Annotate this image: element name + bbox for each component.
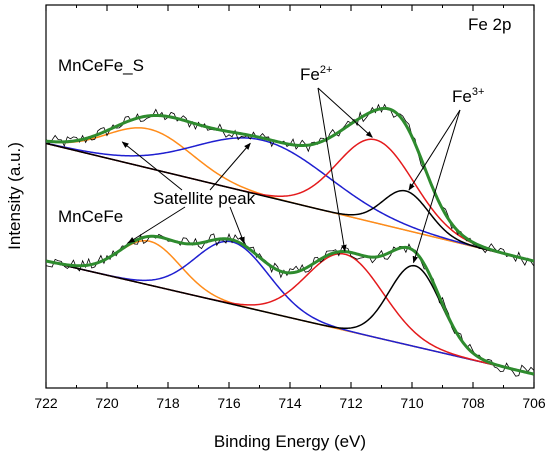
annotation-arrow (317, 87, 373, 138)
component-line (46, 240, 534, 375)
fe2-superscript: 2+ (320, 64, 333, 76)
annotation-arrow (127, 206, 186, 244)
panel-label: Fe 2p (468, 15, 511, 34)
sample-label-mncefe-s: MnCeFe_S (58, 56, 144, 75)
annotation-arrow (209, 142, 251, 191)
satellite-peak-label: Satellite peak (153, 189, 256, 208)
envelope-line (46, 106, 534, 263)
fe2-label: Fe2+ (300, 64, 332, 84)
x-tick-label: 708 (461, 395, 485, 411)
x-axis-label: Binding Energy (eV) (214, 432, 366, 451)
annotation-arrow (317, 87, 347, 252)
annotation-arrow (121, 141, 183, 191)
sample-label-mncefe: MnCeFe (58, 207, 123, 226)
annotation-arrow (412, 109, 461, 264)
x-tick-label: 718 (156, 395, 180, 411)
fe3-superscript: 3+ (472, 86, 485, 98)
fe3-label: Fe3+ (452, 86, 484, 106)
x-tick-label: 714 (278, 395, 302, 411)
envelope-line (46, 234, 534, 376)
annotation-arrow (408, 109, 461, 191)
y-axis-label: Intensity (a.u.) (5, 142, 24, 250)
x-tick-label: 706 (522, 395, 546, 411)
component-line (46, 142, 534, 262)
x-tick-label: 722 (34, 395, 58, 411)
x-tick-label: 710 (400, 395, 424, 411)
curves-layer (46, 103, 534, 377)
x-tick-label: 720 (95, 395, 119, 411)
x-axis-ticks: 722 720 718 716 714 712 710 708 706 (34, 5, 546, 411)
annotation-arrows (121, 87, 461, 264)
component-line (46, 137, 534, 262)
x-tick-label: 716 (217, 395, 241, 411)
x-tick-label: 712 (339, 395, 363, 411)
annotation-arrow (229, 206, 245, 245)
